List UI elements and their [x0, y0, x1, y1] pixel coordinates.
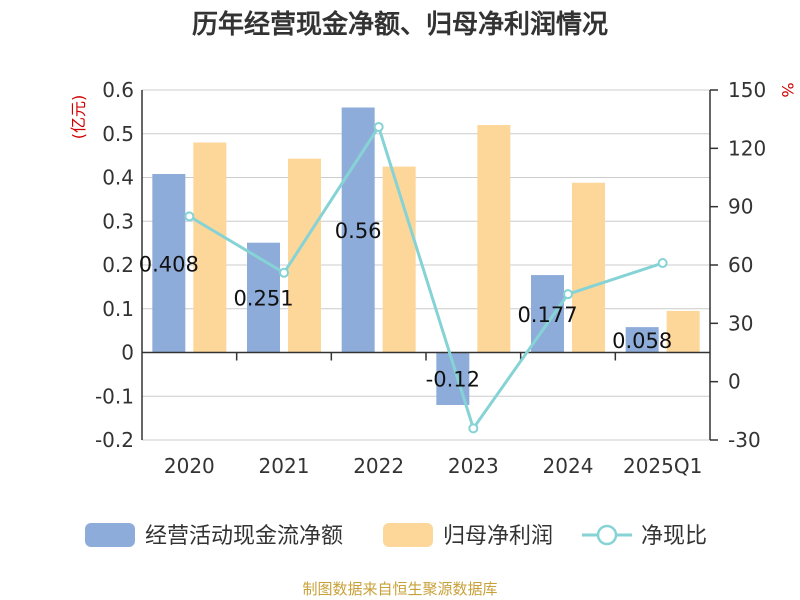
y-tick-left: 0.6 — [102, 78, 134, 102]
source-note: 制图数据来自恒生聚源数据库 — [302, 580, 498, 598]
axes: 0.6 0.5 0.4 0.3 0.2 0.1 0 -0.1 -0.2 150 120 90 60 30 0… — [69, 78, 797, 478]
y-tick-left: 0 — [121, 341, 134, 365]
ratio-point — [563, 289, 573, 300]
y-tick-left: 0.2 — [102, 253, 134, 277]
bar-net-profit — [477, 125, 511, 353]
x-tick-label: 2025Q1 — [623, 454, 702, 478]
y-tick-left: -0.2 — [95, 428, 134, 452]
y-tick-left: -0.1 — [95, 384, 134, 408]
ratio-point — [279, 267, 289, 278]
legend-marker-ratio — [596, 524, 618, 546]
y-tick-right: 30 — [728, 311, 753, 335]
data-label-cash-flow: 0.177 — [517, 303, 577, 327]
y-tick-left: 0.1 — [102, 297, 134, 321]
y-tick-left: 0.4 — [102, 166, 134, 190]
y-tick-right: 120 — [728, 136, 766, 160]
data-label-cash-flow: -0.12 — [426, 368, 480, 392]
ratio-line — [184, 121, 668, 434]
ratio-point — [657, 258, 668, 269]
x-tick-label: 2022 — [353, 454, 404, 478]
y-tick-right: -30 — [728, 428, 761, 452]
bar-cash-flow — [152, 174, 186, 353]
y-tick-right: 90 — [728, 195, 753, 219]
x-tick-label: 2021 — [259, 454, 310, 478]
bar-net-profit — [193, 142, 227, 353]
bar-cash-flow — [341, 107, 375, 353]
ratio-point — [184, 211, 195, 222]
y-axis-label-left: (亿元) — [69, 95, 88, 140]
bar-net-profit — [382, 166, 416, 353]
data-label-cash-flow: 0.408 — [139, 252, 199, 276]
legend-swatch-net-profit — [383, 523, 433, 547]
legend-swatch-cash-flow — [85, 523, 135, 547]
chart-title: 历年经营现金净额、归母净利润情况 — [191, 10, 608, 40]
y-tick-right: 0 — [728, 370, 741, 394]
y-axis-label-right: % — [778, 82, 797, 97]
x-tick-label: 2024 — [543, 454, 594, 478]
y-tick-right: 60 — [728, 253, 753, 277]
data-labels: 0.408 0.251 0.56 -0.12 0.177 0.058 — [139, 219, 672, 392]
bar-cash-flow — [625, 327, 659, 353]
data-label-cash-flow: 0.251 — [233, 287, 293, 311]
legend-label-ratio: 净现比 — [641, 524, 707, 549]
bars — [152, 107, 700, 405]
legend[interactable]: 经营活动现金流净额 归母净利润 净现比 — [85, 523, 707, 549]
x-tick-label: 2020 — [164, 454, 215, 478]
bar-net-profit — [288, 158, 321, 353]
x-tick-label: 2023 — [448, 454, 499, 478]
bar-net-profit — [572, 182, 605, 353]
data-label-cash-flow: 0.058 — [612, 329, 672, 353]
data-label-cash-flow: 0.56 — [335, 219, 382, 243]
y-tick-right: 150 — [728, 78, 766, 102]
y-tick-left: 0.3 — [102, 209, 134, 233]
ratio-series-line — [188, 123, 664, 432]
ratio-point — [468, 423, 479, 434]
legend-label-net-profit: 归母净利润 — [443, 524, 553, 549]
y-tick-left: 0.5 — [102, 122, 134, 146]
ratio-point — [373, 121, 384, 132]
bar-net-profit — [666, 310, 700, 353]
legend-label-cash-flow: 经营活动现金流净额 — [145, 524, 343, 549]
